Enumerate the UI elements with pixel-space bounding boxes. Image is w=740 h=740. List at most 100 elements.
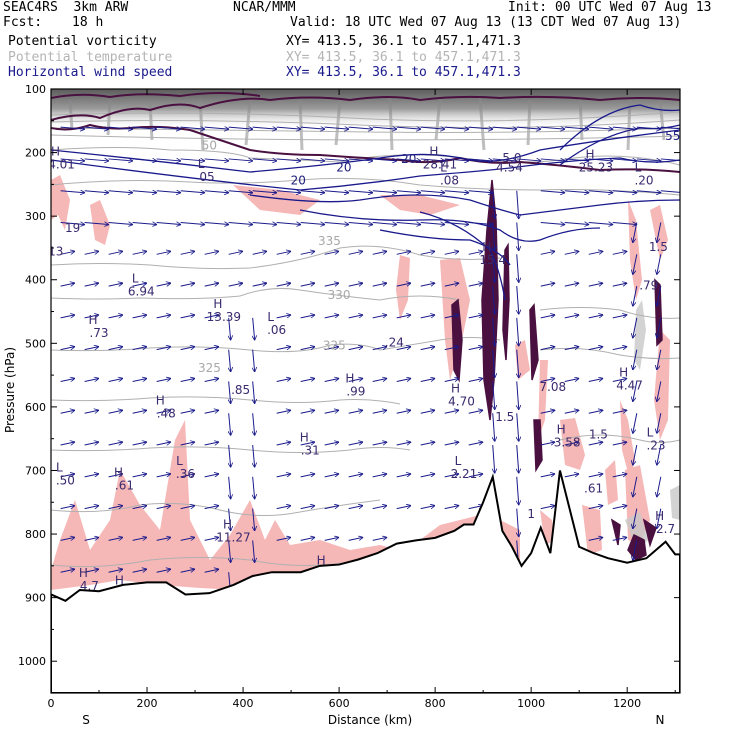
wind-arrow bbox=[348, 223, 373, 225]
wind-arrow bbox=[468, 410, 483, 414]
wind-arrow bbox=[348, 537, 363, 541]
pv-extremum-value: 3.58 bbox=[554, 435, 581, 449]
wind-arrow bbox=[636, 191, 661, 193]
wind-arrow bbox=[444, 223, 469, 225]
pv-extremum-marker: H bbox=[213, 297, 222, 311]
wind-arrow bbox=[660, 190, 680, 193]
wind-arrow bbox=[300, 251, 315, 255]
wind-arrow bbox=[156, 378, 171, 382]
wind-arrow bbox=[253, 349, 255, 372]
wind-arrow bbox=[60, 223, 85, 225]
wind-arrow bbox=[493, 381, 495, 409]
y-tick-label: 100 bbox=[25, 83, 46, 96]
wind-arrow bbox=[396, 251, 411, 255]
pv-extremum-marker: H bbox=[88, 313, 97, 327]
wind-arrow bbox=[156, 569, 171, 573]
pv-extremum-marker: L bbox=[176, 454, 183, 468]
wind-arrow bbox=[180, 223, 205, 225]
wind-arrow bbox=[156, 315, 171, 319]
wind-arrow bbox=[657, 285, 662, 306]
pv-extremum-value: 2.21 bbox=[451, 467, 478, 481]
wind-arrow bbox=[276, 127, 301, 129]
wind-arrow bbox=[468, 223, 493, 225]
wind-arrow bbox=[156, 283, 171, 287]
pv-extremum-value: 13 bbox=[48, 245, 63, 259]
wind-arrow bbox=[420, 378, 435, 382]
wind-arrow bbox=[444, 506, 459, 510]
wind-arrow bbox=[156, 251, 171, 255]
pv-extremum-marker: H bbox=[429, 144, 438, 158]
wind-arrow bbox=[420, 347, 435, 351]
wind-arrow bbox=[60, 506, 75, 510]
wind-arrow bbox=[60, 569, 75, 573]
wind-arrow bbox=[564, 251, 579, 255]
wind-arrow bbox=[444, 191, 469, 193]
pv-extremum-marker: H bbox=[114, 466, 123, 480]
wind-arrow bbox=[493, 317, 495, 346]
wind-arrow bbox=[132, 159, 157, 161]
x-tick-label: 1200 bbox=[613, 697, 641, 710]
wind-arrow bbox=[108, 537, 123, 541]
wind-arrow bbox=[84, 283, 99, 287]
wind-arrow bbox=[517, 222, 519, 251]
wind-arrow bbox=[180, 347, 195, 351]
wind-arrow bbox=[633, 349, 638, 370]
wind-vectors bbox=[60, 127, 680, 594]
wind-arrow bbox=[420, 159, 445, 161]
x-tick-label: 1000 bbox=[517, 697, 545, 710]
wind-arrow bbox=[517, 476, 519, 505]
wind-arrow bbox=[657, 413, 662, 433]
wind-arrow bbox=[588, 378, 603, 382]
pv-extremum-marker: L bbox=[440, 160, 447, 174]
pv-extremum-marker: H bbox=[655, 509, 664, 523]
wind-arrow bbox=[564, 283, 579, 287]
wind-arrow bbox=[252, 251, 267, 255]
wind-arrow bbox=[348, 159, 373, 161]
forecast-label: Fcst: bbox=[3, 15, 43, 30]
wind-arrow bbox=[253, 508, 255, 531]
pv-extremum-marker: L bbox=[132, 272, 139, 286]
wind-arrow bbox=[612, 223, 637, 225]
wind-arrow bbox=[324, 474, 339, 478]
wind-arrow bbox=[348, 442, 363, 446]
wind-arrow bbox=[612, 251, 627, 255]
wind-arrow bbox=[204, 537, 219, 541]
wind-arrow bbox=[396, 191, 421, 193]
wind-arrow bbox=[180, 506, 195, 510]
wind-arrow bbox=[612, 410, 627, 414]
wind-arrow bbox=[633, 317, 638, 338]
wind-arrow bbox=[517, 254, 519, 282]
wind-arrow bbox=[204, 569, 219, 573]
pv-extremum-value: 4.01 bbox=[48, 157, 75, 171]
pv-extremum-value: .61 bbox=[584, 482, 603, 496]
pv-extremum-marker: H bbox=[585, 148, 594, 162]
wind-arrow bbox=[540, 506, 555, 510]
pv-extremum-marker: H bbox=[79, 566, 88, 580]
wind-arrow bbox=[84, 378, 99, 382]
y-tick-label: 900 bbox=[25, 592, 46, 605]
wind-arrow bbox=[132, 251, 147, 255]
wind-arrow bbox=[84, 537, 99, 541]
wind-arrow bbox=[204, 283, 219, 287]
wind-arrow bbox=[84, 442, 99, 446]
x-tick-label: 200 bbox=[137, 697, 158, 710]
wind-arrow bbox=[564, 442, 579, 446]
wind-arrow bbox=[468, 315, 483, 319]
wind-arrow bbox=[468, 378, 483, 382]
wind-arrow bbox=[657, 508, 662, 529]
pv-extremum-value: 6.94 bbox=[128, 285, 155, 299]
wind-arrow bbox=[657, 476, 662, 497]
wind-arrow bbox=[372, 315, 387, 319]
wind-arrow bbox=[180, 251, 195, 255]
wind-arrow bbox=[588, 159, 613, 161]
wind-arrow bbox=[396, 506, 411, 510]
pv-extremum-value: 4.70 bbox=[448, 395, 475, 409]
wind-arrow bbox=[517, 286, 519, 314]
theta-contour-label: 50 bbox=[202, 138, 217, 152]
windspeed-contour-label: 20 bbox=[291, 173, 306, 187]
wind-arrow bbox=[276, 159, 301, 161]
wind-arrow bbox=[300, 223, 325, 225]
model-title: SEAC4RS 3km ARW bbox=[3, 0, 129, 15]
wind-arrow bbox=[372, 191, 397, 193]
